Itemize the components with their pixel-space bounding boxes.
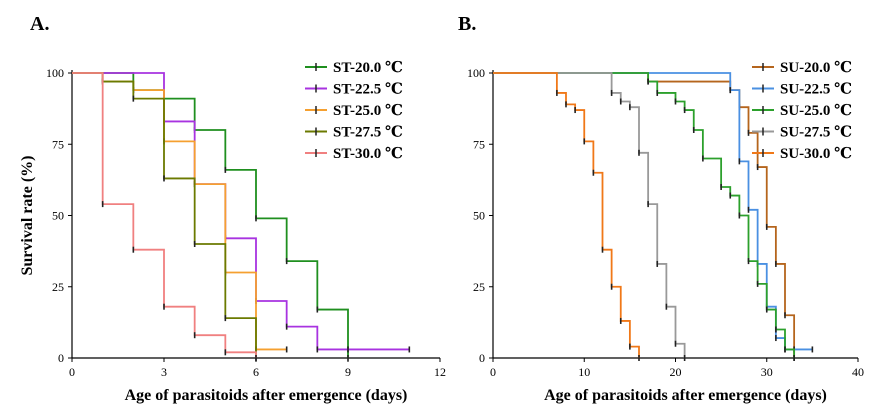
survival-curve-su-22.5	[493, 72, 813, 351]
x-tick-label: 6	[253, 365, 259, 379]
legend-entry: SU-22.5 ℃	[780, 82, 852, 98]
legend-entry: ST-22.5 ℃	[333, 82, 403, 98]
survival-curve-st-27.5	[72, 72, 257, 358]
legend-entry: ST-30.0 ℃	[333, 146, 403, 162]
y-tick-label: 25	[473, 280, 485, 294]
x-tick-label: 0	[490, 365, 496, 379]
x-tick-label: 10	[578, 365, 590, 379]
y-tick-label: 75	[473, 137, 485, 151]
x-tick-label: 0	[69, 365, 75, 379]
y-tick-label: 50	[52, 209, 64, 223]
legend-entry: SU-30.0 ℃	[780, 146, 852, 162]
legend-entry: SU-27.5 ℃	[780, 125, 852, 141]
survival-curve-st-22.5	[72, 72, 410, 351]
y-tick-label: 25	[52, 280, 64, 294]
panel-label: A.	[30, 13, 49, 35]
panel-b: B. 0 10 20 30 40 0 25 50 75 100 Age of parasitoids …	[458, 13, 864, 404]
x-tick-label: 9	[345, 365, 351, 379]
legend-entry: ST-20.0 ℃	[333, 60, 403, 76]
x-axis-label: Age of parasitoids after emergence (days…	[125, 387, 408, 404]
x-tick-label: 3	[161, 365, 167, 379]
legend-entry: ST-25.0 ℃	[333, 103, 403, 119]
panel-label: B.	[458, 13, 476, 35]
survival-curve-st-20.0	[72, 72, 349, 358]
survival-curve-st-25.0	[72, 72, 287, 351]
panel-a: A. 0 3 6 9 12 0 25 50 75 100 Age of parasitoids aft…	[19, 13, 446, 404]
y-tick-label: 75	[52, 137, 64, 151]
x-tick-label: 12	[434, 365, 446, 379]
x-axis-label: Age of parasitoids after emergence (days…	[544, 387, 827, 404]
survival-curve-su-27.5	[493, 72, 686, 358]
legend-entry: ST-27.5 ℃	[333, 125, 403, 141]
x-tick-label: 30	[761, 365, 773, 379]
x-tick-label: 40	[852, 365, 864, 379]
legend-entry: SU-25.0 ℃	[780, 103, 852, 119]
legend-entry: SU-20.0 ℃	[780, 60, 852, 76]
survival-curve-su-30.0	[493, 72, 640, 358]
y-tick-label: 100	[46, 66, 64, 80]
y-tick-label: 0	[479, 351, 485, 365]
x-tick-label: 20	[670, 365, 682, 379]
y-tick-label: 0	[58, 351, 64, 365]
y-axis-label: Survival rate (%)	[19, 156, 36, 276]
y-tick-label: 100	[467, 66, 485, 80]
survival-curve-su-25.0	[493, 72, 796, 358]
y-tick-label: 50	[473, 209, 485, 223]
